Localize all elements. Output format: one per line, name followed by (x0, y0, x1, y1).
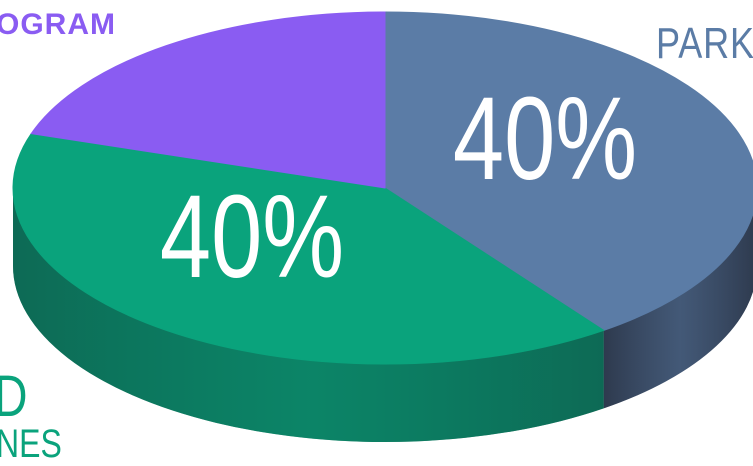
callout-park: PARK (656, 19, 753, 68)
slice-value-label-0: 40% (453, 73, 637, 205)
callout-nes: NES (0, 422, 62, 466)
pie-chart: 40% 40% OGRAM PARK D NES (0, 8, 753, 464)
pie-slice-1 (12, 133, 605, 365)
slice-value-label-1: 40% (160, 171, 344, 303)
pie-side-shade-1 (12, 188, 604, 443)
pie-slice-2 (30, 11, 386, 189)
pie-slice-0 (384, 11, 753, 331)
callout-program: OGRAM (0, 8, 116, 41)
pie-chart-svg: 40% 40% (12, 11, 753, 443)
pie-side-shade-0 (603, 213, 753, 409)
callout-d: D (0, 368, 28, 426)
